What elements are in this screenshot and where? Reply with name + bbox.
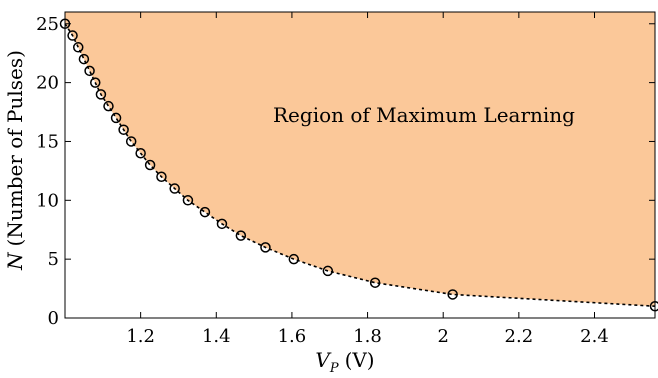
region-annotation: Region of Maximum Learning xyxy=(273,103,575,127)
data-point xyxy=(144,159,156,171)
data-point xyxy=(199,206,211,218)
x-tick-label: 1.8 xyxy=(353,326,382,347)
data-point xyxy=(216,218,228,230)
data-point xyxy=(447,289,458,300)
y-tick-label: 5 xyxy=(48,249,59,270)
x-tick-label: 2 xyxy=(437,326,448,347)
y-axis-label: N (Number of Pulses) xyxy=(3,50,27,271)
data-point xyxy=(135,147,146,159)
data-point xyxy=(110,112,122,124)
data-point xyxy=(322,265,334,277)
x-axis-variable: V xyxy=(315,348,332,372)
plot-frame xyxy=(64,11,656,319)
data-point xyxy=(235,230,247,241)
x-tick-label: 1.2 xyxy=(126,326,155,347)
y-tick-label: 10 xyxy=(36,190,59,211)
y-tick-label: 0 xyxy=(48,308,59,329)
data-point xyxy=(169,183,180,194)
data-point xyxy=(78,53,90,65)
data-point xyxy=(125,136,137,147)
x-axis-unit: (V) xyxy=(345,348,375,372)
x-tick-label: 2.2 xyxy=(505,326,534,347)
y-axis-text: (Number of Pulses) xyxy=(3,50,27,246)
boundary-line xyxy=(64,23,656,308)
data-point xyxy=(260,242,271,253)
x-axis-subscript: P xyxy=(329,361,339,376)
y-tick-label: 15 xyxy=(36,131,59,152)
y-tick-label: 25 xyxy=(36,14,59,35)
data-point xyxy=(95,89,107,100)
data-point xyxy=(103,100,114,112)
data-point xyxy=(118,124,129,135)
data-point xyxy=(67,30,78,41)
y-axis-variable: N xyxy=(3,251,27,271)
data-point xyxy=(156,171,167,183)
x-tick-label: 1.6 xyxy=(278,326,307,347)
data-point xyxy=(90,77,101,88)
data-point xyxy=(72,42,84,53)
data-point xyxy=(288,253,300,265)
data-point xyxy=(84,65,95,77)
data-point xyxy=(369,277,381,288)
data-point xyxy=(182,195,194,206)
x-axis-label: VP (V) xyxy=(315,348,374,376)
max-learning-region xyxy=(65,12,655,307)
y-tick-label: 20 xyxy=(36,73,59,94)
x-tick-label: 2.4 xyxy=(580,326,609,347)
x-tick-label: 1.4 xyxy=(202,326,231,347)
